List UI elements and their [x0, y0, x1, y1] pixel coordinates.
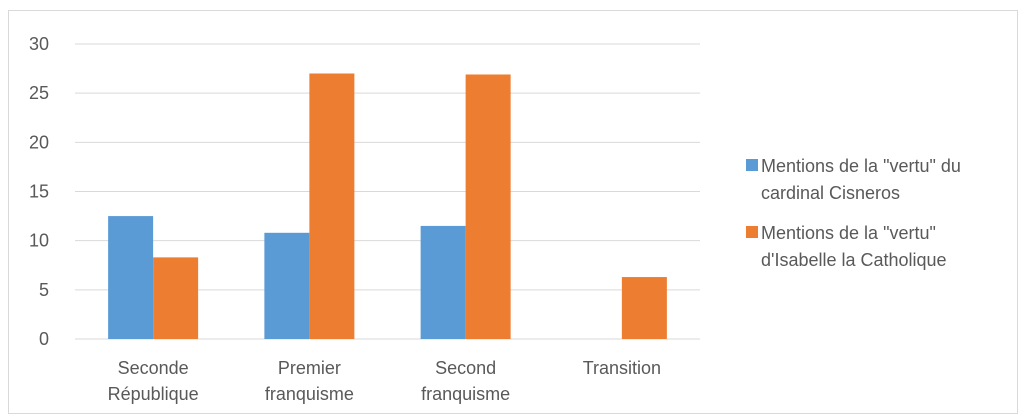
legend-label: d'Isabelle la Catholique [761, 250, 947, 270]
x-category-label: République [108, 384, 199, 404]
y-tick-label: 20 [29, 132, 49, 152]
bar [309, 73, 355, 339]
y-tick-label: 10 [29, 231, 49, 251]
y-tick-label: 0 [39, 329, 49, 349]
bar [153, 257, 199, 339]
legend-label: Mentions de la "vertu" du [761, 156, 961, 176]
x-category-label: Second [435, 358, 496, 378]
bar [621, 277, 667, 339]
x-category-label: Seconde [118, 358, 189, 378]
bars [108, 73, 667, 339]
x-category-label: Premier [278, 358, 341, 378]
bar [264, 232, 310, 339]
x-axis-categories: Seconde République Premier franquisme Second… [108, 358, 661, 404]
x-category-label: franquisme [265, 384, 354, 404]
bar [465, 74, 511, 339]
y-tick-label: 5 [39, 280, 49, 300]
x-category-label: Transition [583, 358, 661, 378]
bar-chart: 0 5 10 15 20 25 30 Seconde République Premier fra… [29, 34, 961, 404]
legend-swatch [746, 159, 758, 171]
y-tick-label: 25 [29, 83, 49, 103]
chart-frame: 0 5 10 15 20 25 30 Seconde République Premier fra… [8, 10, 1018, 414]
bar [420, 225, 466, 339]
legend-label: cardinal Cisneros [761, 183, 900, 203]
legend-swatch [746, 226, 758, 238]
y-tick-label: 30 [29, 34, 49, 54]
y-axis-ticks: 0 5 10 15 20 25 30 [29, 34, 49, 349]
y-tick-label: 15 [29, 182, 49, 202]
legend: Mentions de la "vertu" du cardinal Cisner… [746, 156, 961, 270]
legend-label: Mentions de la "vertu" [761, 223, 936, 243]
x-category-label: franquisme [421, 384, 510, 404]
bar [108, 216, 154, 339]
